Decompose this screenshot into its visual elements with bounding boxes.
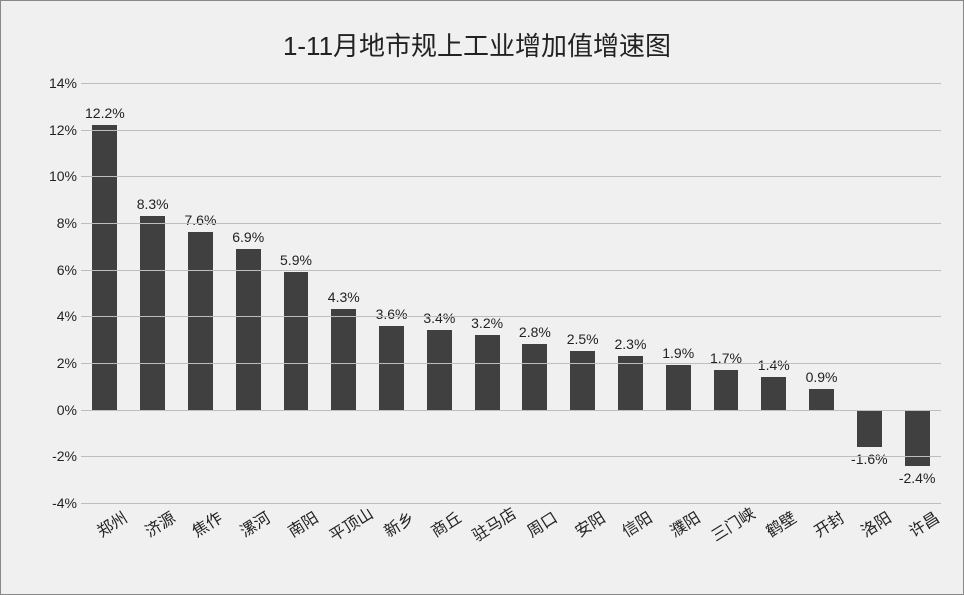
x-tick-label: 焦作 [187,505,227,542]
bar-value-label: 6.9% [232,229,264,245]
bar-group: 5.9% [284,83,309,503]
bar-value-label: -1.6% [851,451,888,467]
y-tick-label: 4% [57,308,77,324]
gridline [81,130,941,131]
bar [92,125,117,410]
bar-group: 8.3% [140,83,165,503]
x-tick-label: 信阳 [617,505,657,542]
gridline [81,363,941,364]
bar-value-label: 2.3% [614,336,646,352]
bar-group: -1.6% [857,83,882,503]
x-tick-label: 周口 [521,505,561,542]
x-tick-label: 许昌 [904,505,944,542]
bar [331,309,356,409]
plot-area: 12.2% 8.3% 7.6% 6.9% 5.9% 4.3% 3.6% 3.4% 3.2% 2.8… [81,83,941,503]
bar-group: 3.2% [475,83,500,503]
bar-group: 2.8% [522,83,547,503]
x-tick-label: 平顶山 [323,500,376,546]
bar-group: 12.2% [92,83,117,503]
bar-value-label: 2.8% [519,324,551,340]
bar-group: 6.9% [236,83,261,503]
bar-value-label: 7.6% [184,212,216,228]
x-tick-label: 洛阳 [856,505,896,542]
bar-group: 0.9% [809,83,834,503]
bar-value-label: -2.4% [899,470,936,486]
x-tick-label: 鹤壁 [760,505,800,542]
x-tick-label: 新乡 [378,505,418,542]
x-tick-label: 南阳 [282,505,322,542]
bar [140,216,165,410]
y-tick-label: 8% [57,215,77,231]
bar-group: 3.6% [379,83,404,503]
bar [236,249,261,410]
x-tick-label: 濮阳 [665,505,705,542]
x-tick-label: 济源 [139,505,179,542]
bar [522,344,547,409]
plot-wrapper: -4%-2%0%2%4%6%8%10%12%14% 12.2%8.3%7.6%6… [31,83,941,503]
gridline [81,223,941,224]
y-tick-label: -2% [52,448,77,464]
bar-value-label: 3.2% [471,315,503,331]
bar [475,335,500,410]
bar-value-label: 12.2% [85,105,125,121]
x-tick-label: 商丘 [426,505,466,542]
bars-layer: 12.2% 8.3% 7.6% 6.9% 5.9% 4.3% 3.6% 3.4% 3.2% 2.8… [81,83,941,503]
bar-value-label: 3.4% [423,310,455,326]
bar-group: 1.4% [761,83,786,503]
bar-value-label: 1.9% [662,345,694,361]
bar-value-label: 8.3% [137,196,169,212]
y-tick-label: 12% [49,122,77,138]
bar-value-label: 2.5% [567,331,599,347]
y-axis: -4%-2%0%2%4%6%8%10%12%14% [31,83,81,503]
bar [618,356,643,410]
bar-group: 4.3% [331,83,356,503]
x-tick-label: 驻马店 [467,500,520,546]
bar-group: 3.4% [427,83,452,503]
gridline [81,456,941,457]
y-tick-label: 10% [49,168,77,184]
bar-value-label: 1.4% [758,357,790,373]
bar-group: 1.9% [666,83,691,503]
bar [188,232,213,409]
bar-value-label: 3.6% [376,306,408,322]
bar-value-label: 4.3% [328,289,360,305]
bar-group: 1.7% [714,83,739,503]
y-tick-label: 2% [57,355,77,371]
chart-container: 1-11月地市规上工业增加值增速图 -4% -2% 0% 2% 4% 6% 8% 10% 12%… [0,0,964,595]
x-tick-label: 安阳 [569,505,609,542]
bar [427,330,452,409]
bar-value-label: 0.9% [806,369,838,385]
y-tick-label: 14% [49,75,77,91]
x-tick-label: 开封 [808,505,848,542]
bar [809,389,834,410]
bar [284,272,309,410]
bar [714,370,739,410]
x-tick-label: 郑州 [91,505,131,542]
gridline [81,410,941,411]
bar-group: 7.6% [188,83,213,503]
bar [857,410,882,447]
y-tick-label: -4% [52,495,77,511]
x-axis-labels: 郑州济源焦作漯河南阳平顶山新乡商丘驻马店周口安阳信阳濮阳三门峡鹤壁开封洛阳许昌 [81,503,941,583]
x-tick-label: 漯河 [235,505,275,542]
y-tick-label: 0% [57,402,77,418]
bar-group: -2.4% [905,83,930,503]
y-tick-label: 6% [57,262,77,278]
gridline [81,176,941,177]
bar [570,351,595,409]
bar [761,377,786,410]
gridline [81,316,941,317]
bar [666,365,691,409]
gridline [81,270,941,271]
bar-group: 2.3% [618,83,643,503]
chart-title: 1-11月地市规上工业增加值增速图 [11,11,943,83]
bar-group: 2.5% [570,83,595,503]
bar [379,326,404,410]
bar-value-label: 5.9% [280,252,312,268]
x-tick-label: 三门峡 [706,500,759,546]
gridline [81,83,941,84]
